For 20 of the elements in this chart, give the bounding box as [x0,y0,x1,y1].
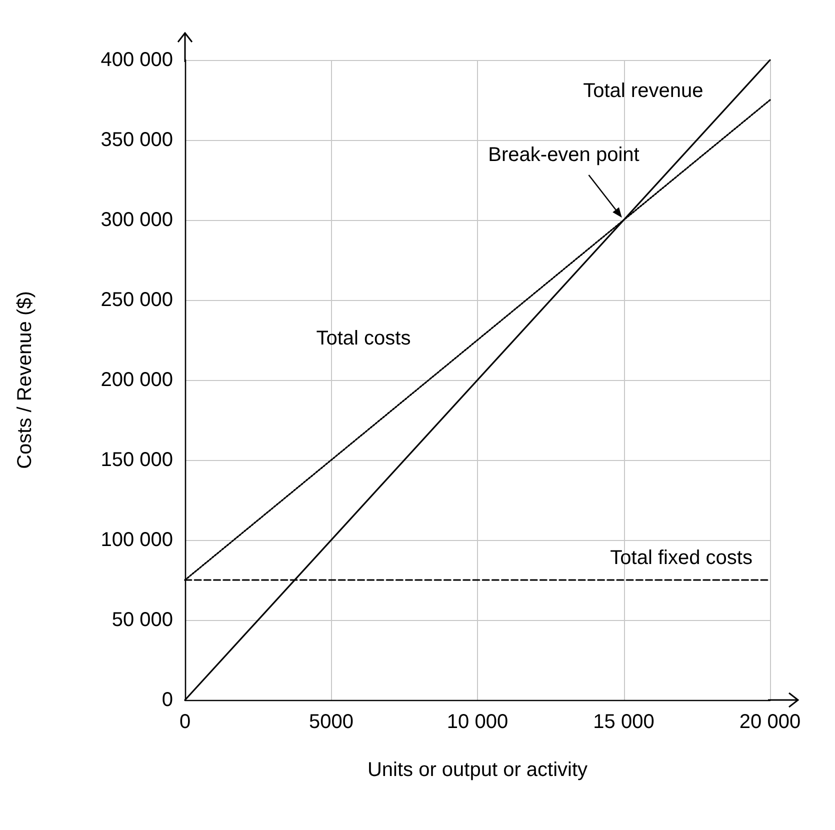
x-tick-label: 20 000 [739,711,801,733]
series-label: Total revenue [583,80,704,102]
y-tick-label: 150 000 [100,449,173,471]
y-tick-label: 50 000 [112,609,173,631]
x-tick-label: 5000 [309,711,354,733]
series-label: Total costs [316,327,411,350]
x-tick-label: 0 [179,711,191,733]
y-tick-label: 400 000 [100,49,173,71]
x-tick-label: 15 000 [593,711,654,733]
y-tick-label: 300 000 [100,209,173,231]
x-axis-title: Units or output or activity [367,759,588,781]
y-tick-label: 250 000 [100,289,173,311]
y-tick-label: 200 000 [100,369,173,391]
annotation: Break-even point [488,144,640,166]
series-label: Total fixed costs [610,547,752,569]
y-axis-title: Costs / Revenue ($) [14,291,36,469]
y-tick-label: 100 000 [100,529,173,551]
y-tick-label: 350 000 [100,129,173,151]
y-tick-label: 0 [162,689,173,711]
x-tick-label: 10 000 [446,711,508,733]
